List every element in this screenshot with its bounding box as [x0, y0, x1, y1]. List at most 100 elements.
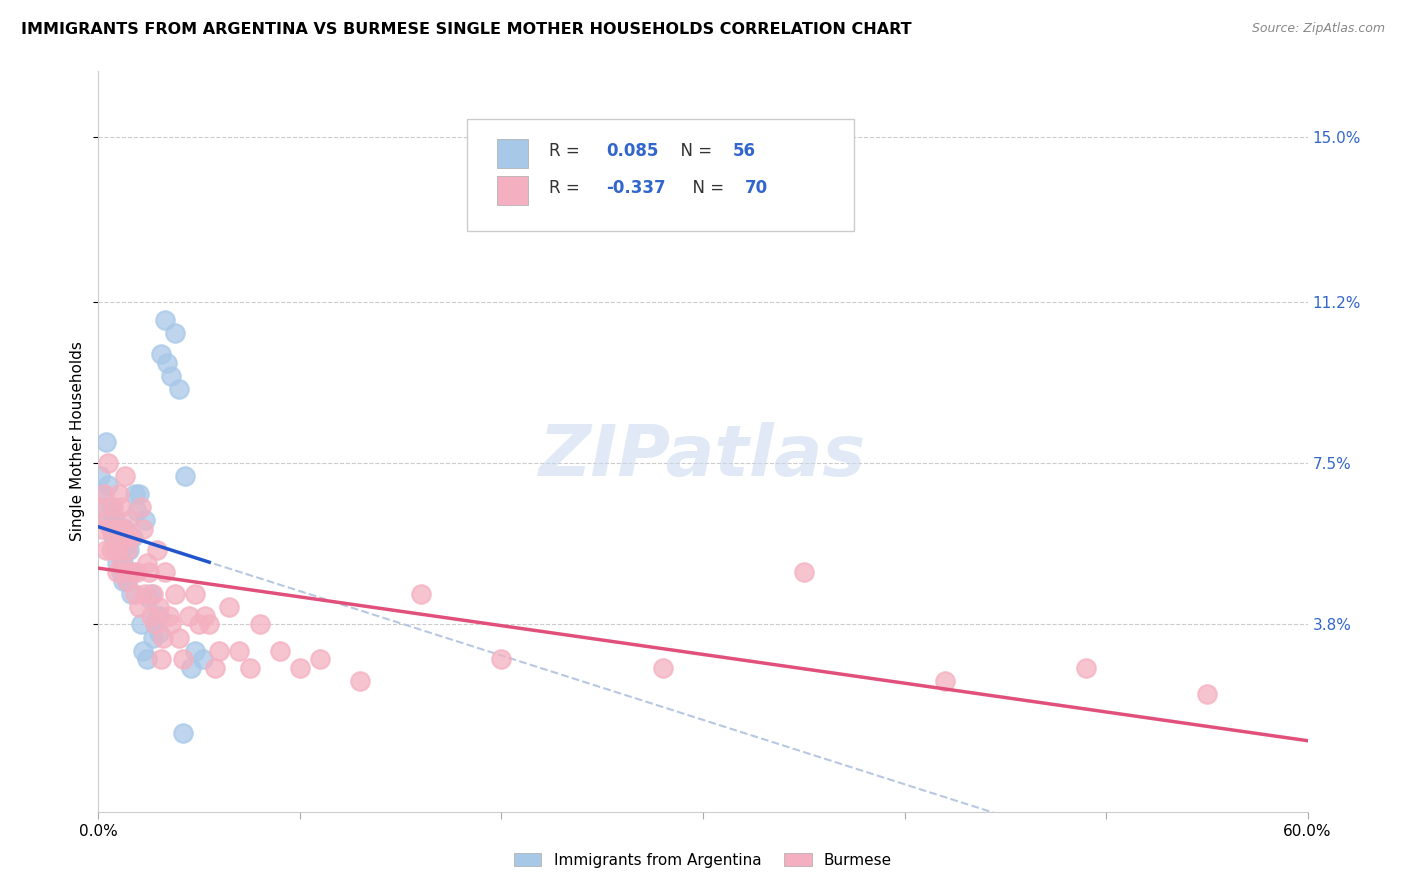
Y-axis label: Single Mother Households: Single Mother Households [70, 342, 86, 541]
Point [1195, 687, 1218, 701]
Point [184, 643, 207, 657]
Point [134, 513, 156, 527]
Point [204, 661, 226, 675]
Point [134, 587, 156, 601]
Point [125, 504, 148, 518]
Text: 0.085: 0.085 [606, 142, 658, 160]
Point [107, 522, 129, 536]
Point [172, 652, 194, 666]
Point [105, 565, 128, 579]
FancyBboxPatch shape [498, 139, 527, 168]
Text: R =: R = [550, 142, 585, 160]
Point [118, 543, 141, 558]
Point [105, 543, 128, 558]
Point [115, 574, 138, 588]
Point [103, 543, 125, 558]
Point [114, 522, 136, 536]
Point [249, 617, 271, 632]
Point [103, 530, 125, 544]
Text: -0.337: -0.337 [606, 178, 666, 196]
Point [163, 587, 186, 601]
Point [91, 487, 114, 501]
Point [184, 587, 207, 601]
Point [142, 587, 165, 601]
Point [349, 674, 371, 689]
Point [409, 587, 432, 601]
Point [101, 530, 124, 544]
Point [105, 557, 128, 571]
Point [100, 543, 122, 558]
Point [239, 661, 262, 675]
Point [128, 487, 150, 501]
Point [148, 600, 170, 615]
Point [121, 565, 143, 579]
Point [149, 347, 172, 361]
Point [110, 548, 132, 562]
Point [125, 565, 148, 579]
Point [143, 617, 166, 632]
Point [121, 530, 143, 544]
Point [107, 530, 129, 544]
Point [129, 500, 152, 514]
Point [651, 661, 673, 675]
Point [89, 500, 111, 514]
Point [97, 478, 120, 492]
Text: ZIPatlas: ZIPatlas [540, 422, 866, 491]
Point [114, 469, 136, 483]
Point [143, 617, 166, 632]
Point [105, 543, 128, 558]
Point [115, 574, 138, 588]
Point [118, 565, 141, 579]
Point [1074, 661, 1097, 675]
Point [269, 643, 291, 657]
Point [124, 487, 146, 501]
Point [138, 565, 160, 579]
Point [89, 469, 111, 483]
Point [208, 643, 231, 657]
Point [160, 617, 183, 632]
Point [167, 382, 190, 396]
Point [111, 522, 134, 536]
Point [97, 513, 120, 527]
Point [114, 539, 136, 553]
Text: IMMIGRANTS FROM ARGENTINA VS BURMESE SINGLE MOTHER HOUSEHOLDS CORRELATION CHART: IMMIGRANTS FROM ARGENTINA VS BURMESE SIN… [21, 22, 911, 37]
Text: Source: ZipAtlas.com: Source: ZipAtlas.com [1251, 22, 1385, 36]
Point [100, 522, 122, 536]
Point [107, 487, 129, 501]
Point [179, 608, 201, 623]
Point [198, 617, 221, 632]
Point [103, 513, 125, 527]
Point [934, 674, 956, 689]
Point [124, 587, 146, 601]
Point [188, 617, 211, 632]
Point [153, 312, 176, 326]
Point [135, 557, 157, 571]
Point [180, 661, 202, 675]
Point [105, 530, 128, 544]
Text: 70: 70 [745, 178, 769, 196]
Point [129, 617, 152, 632]
Point [118, 513, 141, 527]
Point [93, 487, 115, 501]
Point [146, 608, 169, 623]
Point [111, 530, 134, 544]
Point [115, 543, 138, 558]
FancyBboxPatch shape [467, 120, 855, 230]
Point [118, 530, 141, 544]
Point [96, 434, 118, 449]
Point [309, 652, 332, 666]
Point [93, 500, 115, 514]
Legend: Immigrants from Argentina, Burmese: Immigrants from Argentina, Burmese [506, 845, 900, 875]
Point [97, 513, 120, 527]
Point [228, 643, 250, 657]
Point [149, 652, 172, 666]
Point [138, 591, 160, 606]
Point [114, 565, 136, 579]
Point [174, 469, 197, 483]
Point [103, 543, 125, 558]
Point [110, 500, 132, 514]
Point [128, 600, 150, 615]
Point [100, 500, 122, 514]
Point [172, 726, 194, 740]
Point [156, 356, 179, 370]
